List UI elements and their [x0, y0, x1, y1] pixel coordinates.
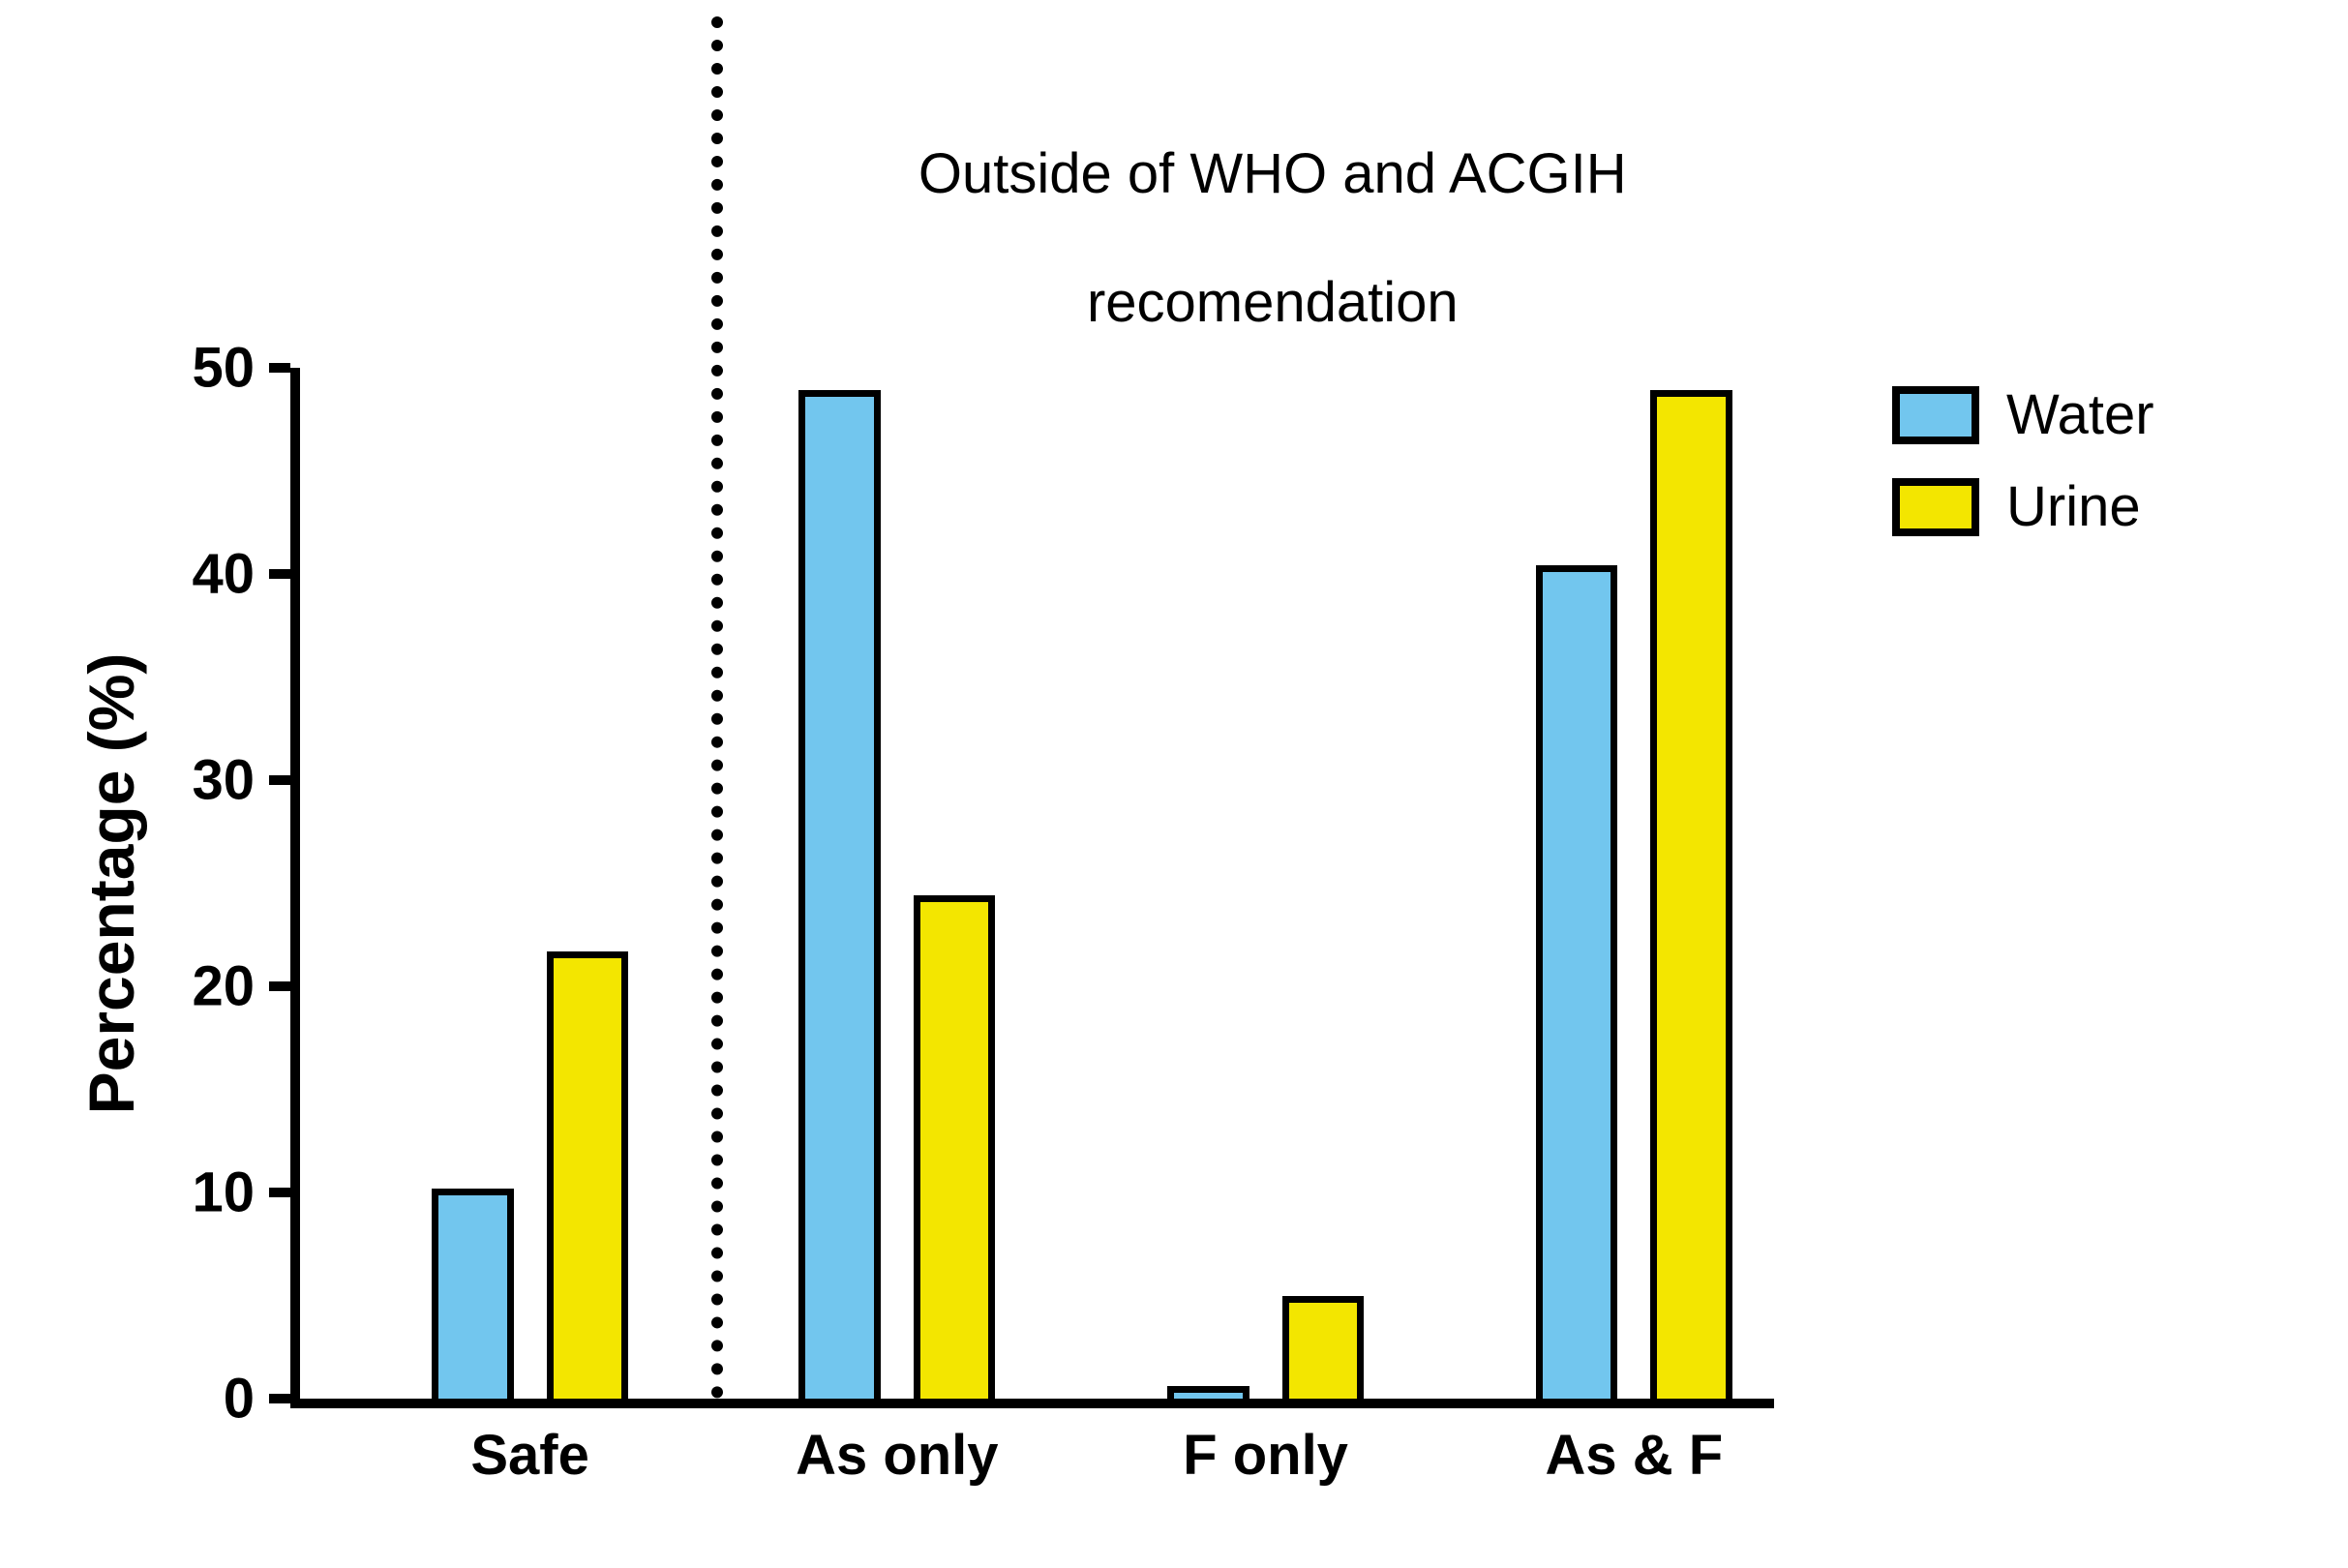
annotation-line2: recomendation — [1087, 271, 1459, 334]
x-tick-label: Safe — [470, 1423, 589, 1488]
y-tick-label: 10 — [138, 1161, 255, 1225]
bar-water-2 — [1167, 1386, 1249, 1399]
y-axis-label: Percentage (%) — [75, 652, 148, 1114]
legend: Water Urine — [1892, 382, 2154, 539]
bar-water-3 — [1536, 565, 1618, 1399]
y-tick-label: 20 — [138, 954, 255, 1019]
legend-swatch-icon — [1892, 386, 1979, 444]
x-axis-line — [290, 1399, 1774, 1408]
bar-water-0 — [432, 1189, 514, 1399]
y-tick — [269, 981, 290, 991]
y-tick-label: 30 — [138, 748, 255, 813]
legend-label: Urine — [2006, 474, 2141, 539]
x-tick-label: As & F — [1545, 1423, 1723, 1488]
y-tick — [269, 775, 290, 785]
y-tick — [269, 569, 290, 579]
legend-label: Water — [2006, 382, 2154, 447]
y-tick — [269, 363, 290, 373]
bar-urine-0 — [547, 951, 629, 1399]
chart-stage: Percentage (%) Outside of WHO and ACGIH … — [0, 0, 2348, 1568]
y-tick-label: 40 — [138, 542, 255, 607]
y-tick — [269, 1394, 290, 1403]
y-axis-line — [290, 368, 300, 1408]
x-tick-label: F only — [1183, 1423, 1348, 1488]
annotation-text: Outside of WHO and ACGIH recomendation — [825, 77, 1626, 401]
bar-urine-3 — [1650, 390, 1732, 1399]
divider-line — [711, 16, 723, 1399]
plot-area: Outside of WHO and ACGIH recomendation 0… — [300, 368, 1774, 1399]
y-tick — [269, 1188, 290, 1197]
y-tick-label: 0 — [138, 1367, 255, 1432]
annotation-line1: Outside of WHO and ACGIH — [918, 142, 1627, 205]
legend-swatch-icon — [1892, 478, 1979, 536]
bar-water-1 — [798, 390, 881, 1399]
legend-item: Water — [1892, 382, 2154, 447]
bar-urine-2 — [1282, 1296, 1365, 1400]
bar-urine-1 — [914, 895, 996, 1399]
x-tick-label: As only — [796, 1423, 999, 1488]
y-tick-label: 50 — [138, 336, 255, 401]
legend-item: Urine — [1892, 474, 2154, 539]
